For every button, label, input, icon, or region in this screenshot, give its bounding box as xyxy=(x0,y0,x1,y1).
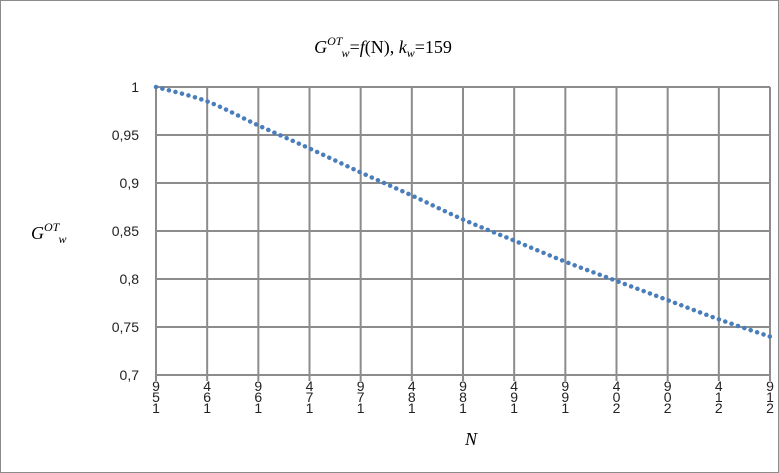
x-tick-label: 971 xyxy=(357,378,365,416)
x-tick-digit: 2 xyxy=(613,400,621,416)
x-tick-digit: 1 xyxy=(561,400,569,416)
chart-title: GOTw=f(N), kw=159 xyxy=(314,34,452,60)
x-tick-label: 491 xyxy=(510,378,518,416)
x-tick-digit: 1 xyxy=(357,400,365,416)
x-tick-digit: 2 xyxy=(715,400,723,416)
x-tick-digit: 2 xyxy=(766,400,774,416)
y-tick-labels: 1 0,95 0,9 0,85 0,8 0,75 0,7 xyxy=(112,79,139,383)
x-tick-digit: 1 xyxy=(152,400,160,416)
x-tick-label: 981 xyxy=(459,378,467,416)
grid-lines xyxy=(156,87,770,381)
y-tick-label: 0,9 xyxy=(120,175,140,191)
x-tick-digit: 2 xyxy=(664,400,672,416)
y-tick-label: 1 xyxy=(131,79,139,95)
y-tick-label: 0,7 xyxy=(120,367,140,383)
x-tick-digit: 1 xyxy=(306,400,314,416)
x-tick-digit: 1 xyxy=(408,400,416,416)
x-tick-label: 461 xyxy=(203,378,211,416)
x-tick-label: 902 xyxy=(664,378,672,416)
x-tick-label: 412 xyxy=(715,378,723,416)
y-axis-label: GOTw xyxy=(31,220,66,246)
x-tick-digit: 1 xyxy=(203,400,211,416)
x-tick-labels: 951 461 961 471 971 481 981 491 991 402 902 412 912 xyxy=(152,378,774,416)
x-tick-label: 991 xyxy=(561,378,569,416)
x-tick-label: 912 xyxy=(766,378,774,416)
y-tick-label: 0,85 xyxy=(112,223,139,239)
x-tick-label: 402 xyxy=(613,378,621,416)
x-axis-label: N xyxy=(464,429,478,449)
x-tick-label: 951 xyxy=(152,378,160,416)
x-tick-label: 481 xyxy=(408,378,416,416)
x-tick-digit: 1 xyxy=(459,400,467,416)
x-tick-label: 471 xyxy=(306,378,314,416)
x-tick-digit: 1 xyxy=(254,400,262,416)
y-tick-label: 0,75 xyxy=(112,319,139,335)
x-tick-digit: 1 xyxy=(510,400,518,416)
y-tick-label: 0,8 xyxy=(120,271,140,287)
x-tick-label: 961 xyxy=(254,378,262,416)
y-tick-label: 0,95 xyxy=(112,127,139,143)
